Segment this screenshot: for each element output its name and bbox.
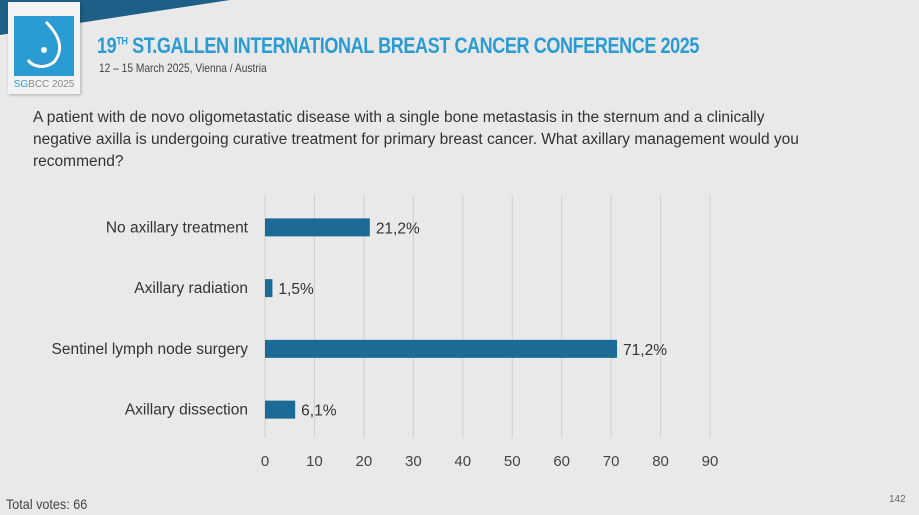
title-sup: TH	[116, 35, 128, 48]
data-label: 6,1%	[301, 403, 337, 420]
total-votes: Total votes: 66	[6, 496, 88, 512]
category-label: Sentinel lymph node surgery	[52, 341, 249, 358]
x-tick-label: 40	[454, 453, 471, 470]
x-tick-label: 60	[553, 453, 570, 470]
title-number: 19	[97, 33, 117, 58]
x-tick-label: 80	[652, 453, 669, 470]
logo-text-sg: SG	[13, 79, 29, 90]
data-label: 1,5%	[278, 281, 314, 298]
x-tick-label: 90	[702, 453, 719, 470]
data-label: 21,2%	[376, 220, 420, 237]
data-label: 71,2%	[623, 342, 667, 359]
sgbcc-logo: SGBCC 2025	[8, 2, 80, 94]
conference-title: 19TH ST.GALLEN INTERNATIONAL BREAST CANC…	[97, 33, 699, 59]
x-tick-label: 70	[603, 453, 620, 470]
bar	[265, 279, 273, 298]
x-tick-label: 50	[504, 453, 521, 470]
category-label: No axillary treatment	[106, 219, 249, 236]
bar	[265, 218, 370, 237]
page-number: 142	[889, 494, 906, 505]
logo-text: SGBCC 2025	[8, 79, 80, 90]
title-text: ST.GALLEN INTERNATIONAL BREAST CANCER CO…	[127, 33, 700, 58]
bar	[265, 400, 296, 419]
bar	[265, 339, 618, 358]
category-label: Axillary dissection	[125, 402, 248, 419]
logo-drop-icon	[14, 16, 74, 76]
x-tick-label: 0	[261, 453, 269, 470]
logo-text-year: BCC 2025	[28, 79, 75, 90]
category-label: Axillary radiation	[134, 280, 248, 297]
conference-dates: 12 – 15 March 2025, Vienna / Austria	[99, 61, 267, 75]
x-tick-label: 30	[405, 453, 422, 470]
x-tick-label: 10	[306, 453, 323, 470]
poll-question: A patient with de novo oligometastatic d…	[33, 109, 799, 170]
x-tick-label: 20	[356, 453, 373, 470]
